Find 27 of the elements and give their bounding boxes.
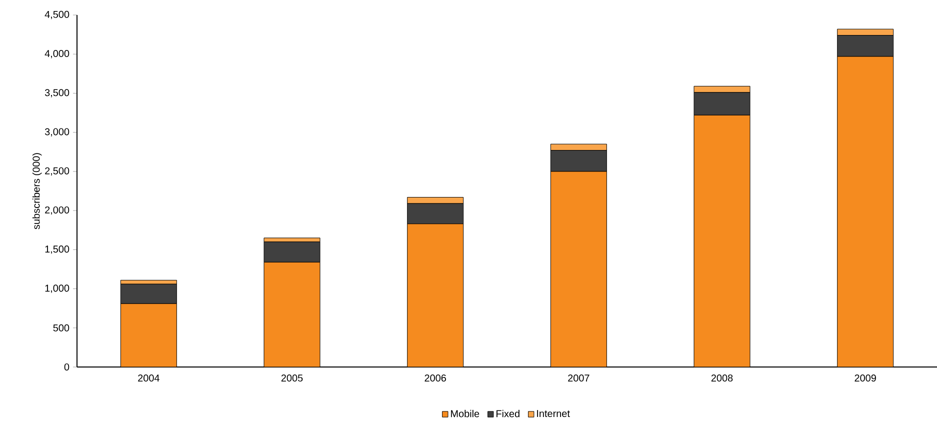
y-tick-label: 2,500 [45, 167, 70, 176]
bar [264, 242, 320, 262]
y-axis-title: subscribers (000) [32, 153, 42, 230]
y-tick-label: 1,000 [45, 284, 70, 293]
bar [120, 303, 177, 367]
x-tick-label: 2005 [281, 374, 303, 382]
y-tick-label: 500 [53, 324, 70, 332]
y-tick-label: 1,500 [45, 246, 70, 254]
bar [550, 171, 607, 367]
legend-label: Mobile [451, 410, 480, 418]
y-tick-label: 4,000 [44, 50, 70, 58]
y-tick-label: 3,500 [44, 89, 70, 98]
y-tick-label: 0 [64, 363, 70, 371]
bar [837, 56, 894, 367]
x-tick-label: 2007 [568, 374, 590, 382]
x-tick-label: 2009 [854, 374, 876, 382]
legend-label: Fixed [496, 410, 520, 418]
bar [264, 262, 320, 367]
y-tick-label: 3,000 [44, 128, 70, 136]
y-tick-label: 2,000 [45, 206, 70, 215]
x-tick-label: 2008 [711, 374, 733, 382]
y-tick-label: 4,500 [44, 10, 70, 20]
x-tick-label: 2004 [138, 374, 160, 382]
legend-label: Internet [537, 410, 570, 418]
bar [694, 114, 750, 367]
x-tick-label: 2006 [424, 374, 446, 382]
bar [407, 224, 464, 367]
